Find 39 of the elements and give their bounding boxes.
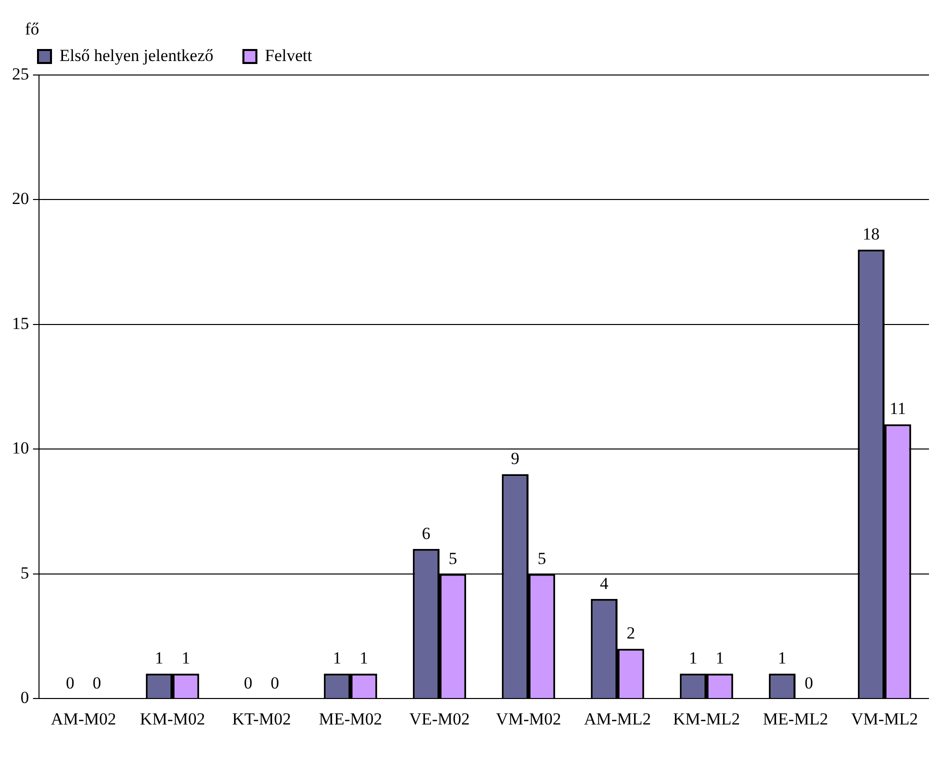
data-label: 0 xyxy=(66,674,74,693)
data-label: 4 xyxy=(600,574,609,593)
data-label: 1 xyxy=(332,648,342,668)
data-label: 0 xyxy=(270,674,280,693)
data-label: 11 xyxy=(890,399,906,418)
x-tick-label: AM-ML2 xyxy=(584,709,652,728)
data-label: 1 xyxy=(688,648,698,668)
data-label: 5 xyxy=(448,548,458,568)
data-label: 0 xyxy=(92,674,102,693)
y-tick-label: 0 xyxy=(20,688,29,708)
data-label: 1 xyxy=(360,648,368,668)
data-label: 1 xyxy=(154,648,164,668)
x-tick-label: KM-M02 xyxy=(140,709,206,728)
data-label: 0 xyxy=(244,674,252,693)
x-tick-label: VM-M02 xyxy=(496,709,562,728)
y-tick-label: 25 xyxy=(12,64,29,84)
x-tick-label: AM-M02 xyxy=(50,709,116,728)
y-tick-label: 10 xyxy=(12,438,29,458)
y-tick-label: 20 xyxy=(12,189,29,208)
data-label: 2 xyxy=(626,624,636,643)
x-tick-label: KM-ML2 xyxy=(672,709,740,728)
legend-label: Első helyen jelentkező xyxy=(60,46,214,65)
x-tick-label: VM-ML2 xyxy=(850,709,918,728)
data-label: 1 xyxy=(778,648,786,668)
x-tick-label: KT-M02 xyxy=(232,709,291,728)
data-label: 9 xyxy=(510,449,520,468)
x-tick-label: ME-M02 xyxy=(318,709,382,728)
legend-label: Felvett xyxy=(264,46,312,65)
data-label: 6 xyxy=(422,524,430,543)
y-tick-label: 5 xyxy=(20,563,29,582)
data-label: 1 xyxy=(716,648,724,668)
x-tick-label: VE-M02 xyxy=(409,709,470,728)
data-label: 18 xyxy=(862,224,880,244)
data-label: 1 xyxy=(182,648,190,668)
data-label: 5 xyxy=(538,548,546,568)
x-tick-label: ME-ML2 xyxy=(762,709,828,728)
data-label: 0 xyxy=(804,674,814,693)
y-tick-label: 15 xyxy=(12,314,29,333)
y-axis-title: fő xyxy=(25,19,40,38)
